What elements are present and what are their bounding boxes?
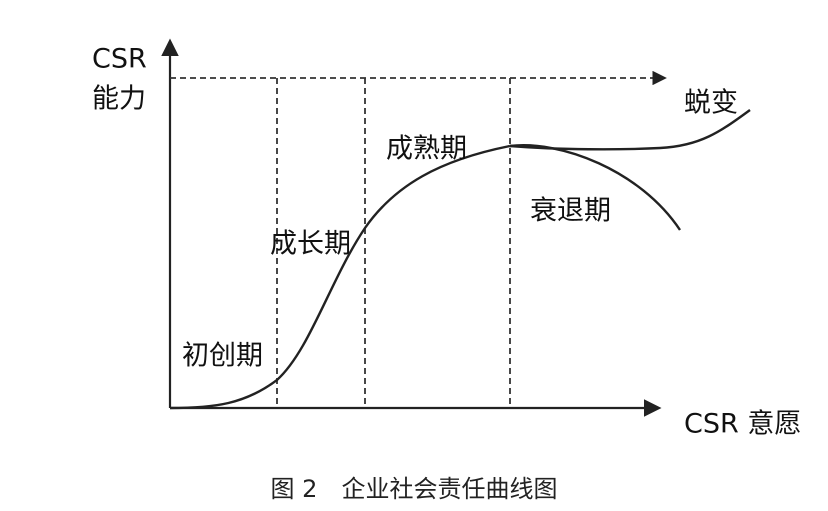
- y-axis-label: CSR: [92, 44, 147, 75]
- transformation-branch: [509, 109, 751, 151]
- decline-branch: [509, 144, 681, 231]
- stage-label: 成长期: [270, 229, 351, 260]
- life-curve: [169, 144, 511, 410]
- stage-label: 初创期: [182, 341, 263, 372]
- x-axis-label: CSR 意愿: [684, 409, 801, 440]
- stage-label: 蜕变: [684, 88, 738, 119]
- y-axis-label: 能力: [92, 84, 146, 115]
- caption: 图 2 企业社会责任曲线图: [271, 475, 558, 503]
- stage-label: 衰退期: [530, 196, 611, 227]
- stage-label: 成熟期: [386, 134, 467, 165]
